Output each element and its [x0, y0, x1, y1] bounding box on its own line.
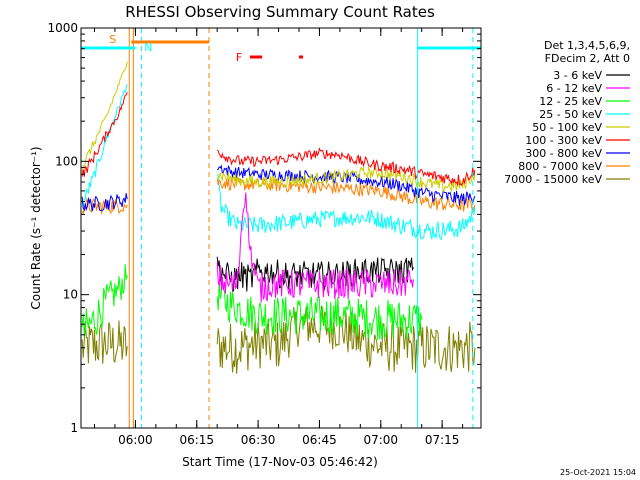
x-tick-label: 06:15 [179, 433, 214, 447]
series-6-12-kev [216, 192, 414, 303]
series-line [216, 281, 423, 340]
y-tick-label: 10 [63, 288, 78, 302]
series-line [81, 193, 128, 212]
x-axis-label: Start Time (17-Nov-03 05:46:42) [182, 455, 378, 469]
series-line [216, 174, 476, 241]
legend-entry-label: 50 - 100 keV [532, 121, 602, 134]
legend-entry-label: 7000 - 15000 keV [504, 173, 602, 186]
series-line [216, 147, 476, 187]
x-tick-label: 06:45 [302, 433, 337, 447]
series-line [81, 264, 128, 337]
series-50-100-kev [81, 61, 476, 194]
series-line [216, 177, 476, 213]
series-line [216, 165, 476, 194]
series-line [216, 192, 414, 303]
legend-header-line-2: FDecim 2, Att 0 [545, 52, 630, 65]
series-line [216, 256, 414, 292]
x-tick-label: 07:15 [425, 433, 460, 447]
x-tick-label: 06:00 [118, 433, 153, 447]
y-tick-label: 1000 [47, 21, 78, 35]
night-label: N [144, 41, 152, 54]
legend: Det 1,3,4,5,6,9, FDecim 2, Att 0 3 - 6 k… [504, 39, 630, 186]
y-tick-label: 100 [55, 154, 78, 168]
legend-entry-label: 3 - 6 keV [553, 69, 602, 82]
y-tick-label: 1 [70, 421, 78, 435]
legend-entry-label: 6 - 12 keV [546, 82, 602, 95]
legend-entry-label: 25 - 50 keV [539, 108, 602, 121]
axes: 1 10 100 1000 06:00 06:15 06:30 06:45 07:00 07:15 [47, 21, 482, 447]
y-axis-label: Count Rate (s⁻¹ detector⁻¹) [29, 146, 43, 309]
series-line [81, 92, 128, 177]
legend-header-line-1: Det 1,3,4,5,6,9, [544, 39, 630, 52]
legend-entry-label: 800 - 7000 keV [518, 160, 602, 173]
series-line [81, 320, 128, 364]
footer-timestamp: 25-Oct-2021 15:04 [560, 468, 636, 477]
series-line [81, 61, 128, 173]
legend-entry-label: 300 - 800 keV [525, 147, 602, 160]
legend-entry-label: 100 - 300 keV [525, 134, 602, 147]
data-marks [81, 61, 476, 374]
flare-label: F [236, 51, 242, 64]
legend-entry-label: 12 - 25 keV [539, 95, 602, 108]
plot-frame [80, 27, 482, 429]
saa-label: S [109, 33, 116, 46]
x-tick-label: 06:30 [241, 433, 276, 447]
series-3-6-kev [216, 256, 414, 292]
series-line [216, 305, 476, 374]
series-7000-15000-kev [81, 305, 476, 374]
series-100-300-kev [81, 92, 476, 187]
x-tick-label: 07:00 [363, 433, 398, 447]
series-12-25-kev [81, 264, 423, 340]
series-line [81, 83, 128, 209]
chart-title: RHESSI Observing Summary Count Rates [125, 3, 435, 21]
